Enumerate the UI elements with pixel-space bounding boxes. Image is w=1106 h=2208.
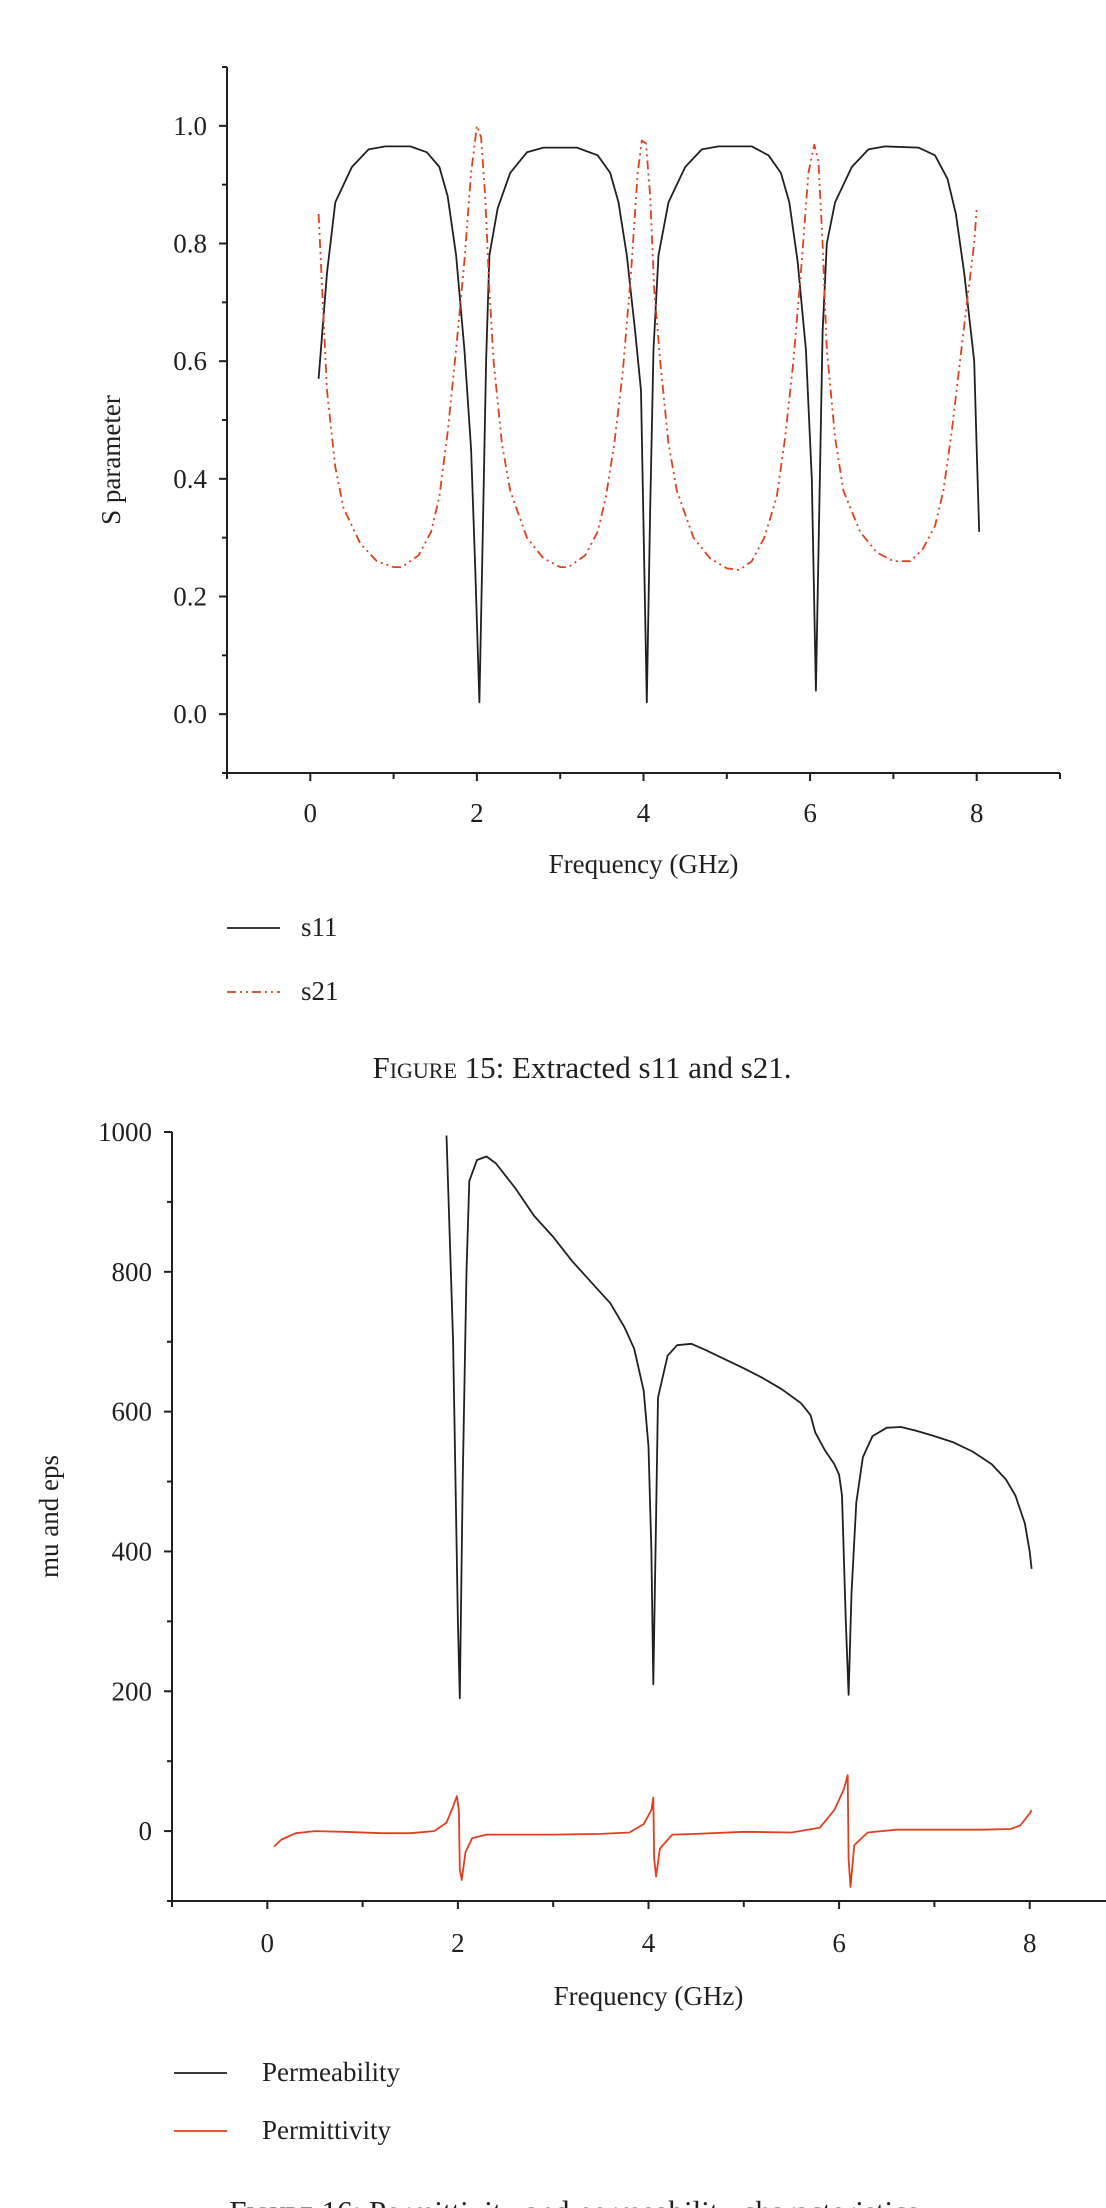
legend-label: Permittivity	[262, 2115, 392, 2145]
legend-label: s11	[301, 912, 338, 942]
x-tick-label: 6	[832, 1928, 846, 1958]
y-tick-label: 0.2	[173, 582, 207, 612]
y-tick-label: 1000	[98, 1117, 152, 1147]
x-tick-label: 8	[1023, 1928, 1037, 1958]
x-tick-label: 2	[470, 798, 484, 828]
y-axis-label: mu and eps	[34, 1455, 64, 1578]
caption-text: : Extracted s11 and s21.	[496, 1050, 792, 1085]
series-line-permeability	[445, 1135, 1033, 1700]
y-tick-label: 0	[139, 1816, 153, 1846]
y-tick-label: 0.6	[173, 346, 207, 376]
series-line-s21	[317, 124, 978, 571]
series-line-s11	[317, 145, 981, 704]
x-tick-label: 0	[261, 1928, 275, 1958]
x-axis-label: Frequency (GHz)	[554, 1981, 744, 2011]
chart-2: 0 200 400 600 800 1000 0 2 4 6 8 Frequency (GHz) mu …	[34, 1117, 1106, 2208]
legend-label: Permeability	[262, 2057, 400, 2087]
y-tick-label: 600	[112, 1397, 153, 1427]
y-tick-label: 0.8	[173, 229, 207, 259]
y-tick-label: 200	[112, 1676, 153, 1706]
chart-1: 0.0 0.2 0.4 0.6 0.8 1.0 0 2 4 6 8 Frequency (GHz) S …	[96, 66, 1061, 1085]
series-line-permittivity	[273, 1774, 1033, 1888]
y-tick-label: 800	[112, 1257, 153, 1287]
caption-label: Figure 15	[372, 1050, 495, 1085]
y-axis-label: S parameter	[96, 395, 126, 525]
figure-caption: Figure 15: Extracted s11 and s21.	[372, 1050, 791, 1085]
figure-caption: Figure 16: Permittivity and permeability…	[229, 2194, 926, 2208]
x-tick-label: 4	[637, 798, 651, 828]
y-tick-label: 400	[112, 1536, 153, 1566]
caption-label: Figure 16	[229, 2194, 352, 2208]
x-tick-label: 0	[304, 798, 318, 828]
caption-text: : Permittivity and permeability characte…	[353, 2194, 927, 2208]
x-axis-label: Frequency (GHz)	[549, 849, 739, 879]
y-tick-label: 0.4	[173, 464, 207, 494]
x-tick-label: 8	[970, 798, 984, 828]
axes	[219, 66, 1061, 781]
x-tick-label: 4	[642, 1928, 656, 1958]
y-tick-label: 0.0	[173, 699, 207, 729]
legend-label: s21	[301, 976, 339, 1006]
y-tick-label: 1.0	[173, 111, 207, 141]
x-tick-label: 2	[451, 1928, 465, 1958]
axes	[164, 1131, 1106, 1909]
x-tick-label: 6	[803, 798, 817, 828]
